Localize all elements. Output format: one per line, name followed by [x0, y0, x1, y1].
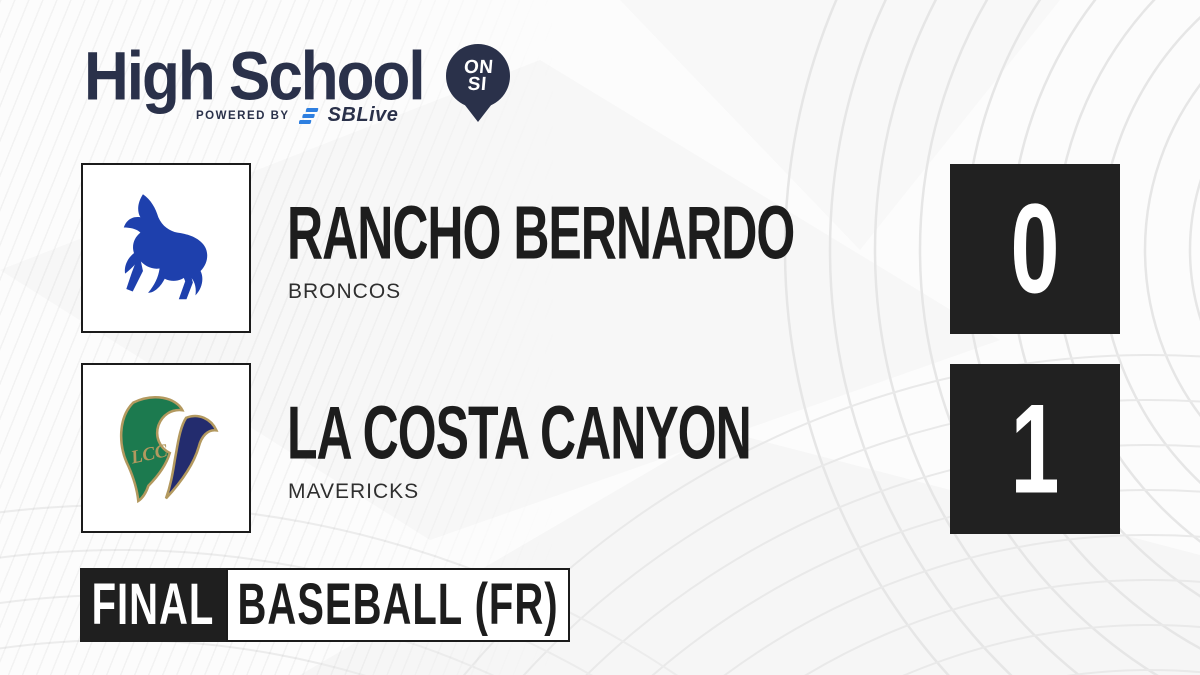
event-label: BASEBALL (FR) [237, 573, 559, 637]
team2-logo-box: LCC [81, 363, 251, 533]
team2-score-box: 1 [950, 364, 1120, 534]
powered-by-label: POWERED BY [196, 109, 290, 122]
team1-score-box: 0 [950, 164, 1120, 334]
powered-by-row: POWERED BY SBLive [196, 104, 398, 127]
team1-mascot: BRONCOS [288, 280, 402, 303]
team2-mascot: MAVERICKS [288, 480, 420, 503]
bronco-logo [123, 194, 208, 300]
team1-name: RANCHO BERNARDO [287, 191, 795, 275]
status-chip: FINAL [80, 568, 226, 642]
team1-score: 0 [1010, 176, 1060, 321]
team2-score: 1 [1010, 376, 1060, 521]
sblive-wordmark: SBLive [327, 104, 399, 126]
team2-name: LA COSTA CANYON [287, 391, 752, 475]
team1-logo-box [81, 163, 251, 333]
high-school-logo-text: High School [84, 39, 426, 115]
status-label: FINAL [91, 573, 215, 637]
lcc-bull-logo: LCC [119, 396, 219, 504]
event-chip: BASEBALL (FR) [226, 568, 570, 642]
footer-strip: FINAL BASEBALL (FR) [80, 568, 570, 642]
on-si-pin-badge: ON SI [446, 44, 510, 108]
pin-badge-line2: SI [466, 74, 488, 95]
sblive-bolt-icon [298, 107, 318, 124]
